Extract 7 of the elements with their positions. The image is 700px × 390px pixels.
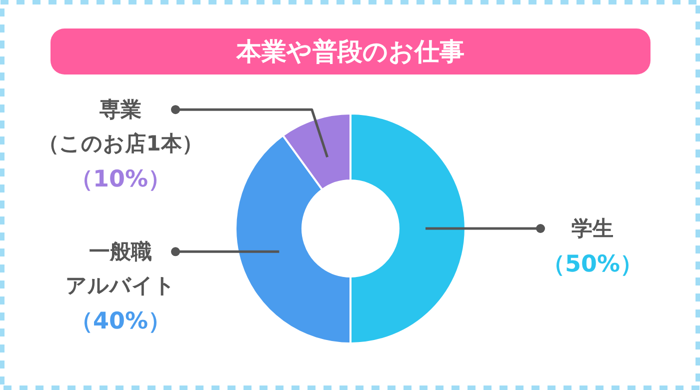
data-label: （40%）	[70, 308, 172, 335]
chart-title: 本業や普段のお仕事	[236, 37, 464, 66]
data-label: （50%）	[542, 252, 644, 278]
slice-label: 学生	[572, 216, 614, 240]
slice-label: 専業（このお店1本）	[38, 98, 203, 156]
slice-label: 一般職アルバイト	[66, 240, 176, 298]
data-label: （10%）	[70, 166, 172, 193]
